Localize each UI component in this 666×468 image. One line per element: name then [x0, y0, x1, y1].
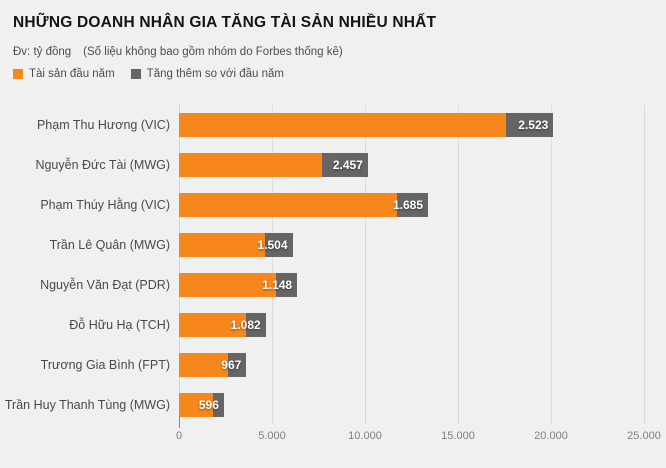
bar-segment-increase	[275, 273, 298, 297]
category-label: Nguyễn Văn Đạt (PDR)	[40, 278, 170, 292]
bar-row: Trương Gia Bình (FPT) 967	[0, 345, 666, 385]
legend-label: Tài sản đầu năm	[29, 68, 115, 80]
bar-segment-increase	[212, 393, 224, 417]
bar-segment-start-assets	[179, 313, 246, 337]
bar-segment-increase	[228, 353, 247, 377]
chart-title: NHỮNG DOANH NHÂN GIA TĂNG TÀI SẢN NHIỀU …	[13, 14, 437, 31]
gridline	[458, 105, 459, 424]
stacked-bar	[179, 233, 293, 257]
category-label: Phạm Thu Hương (VIC)	[36, 118, 170, 132]
gridline	[272, 105, 273, 424]
bar-segment-start-assets	[179, 233, 265, 257]
bar-segment-start-assets	[179, 353, 229, 377]
axis-zero-line	[179, 105, 180, 424]
data-note: (Số liệu không bao gồm nhóm do Forbes th…	[83, 46, 343, 58]
x-tick-label: 15.000	[441, 430, 475, 442]
bar-value-label: 967	[221, 358, 242, 372]
chart-subtitle: Đv: tỷ đồng (Số liệu không bao gồm nhóm d…	[13, 46, 343, 58]
gridline	[551, 105, 552, 424]
bar-value-label: 1.082	[230, 318, 261, 332]
bar-value-label: 1.504	[257, 238, 288, 252]
bar-segment-increase	[264, 233, 293, 257]
category-label: Nguyễn Đức Tài (MWG)	[35, 158, 170, 172]
stacked-bar	[179, 393, 224, 417]
stacked-bar	[179, 153, 368, 177]
gridline	[365, 105, 366, 424]
x-tick-label: 20.000	[534, 430, 568, 442]
x-tick-label: 0	[175, 430, 183, 442]
bar-segment-increase	[506, 113, 554, 137]
bar-value-label: 2.523	[518, 118, 549, 132]
stacked-bar	[179, 193, 428, 217]
stacked-bar	[179, 273, 298, 297]
bar-segment-start-assets	[179, 113, 507, 137]
category-label: Phạm Thúy Hằng (VIC)	[40, 198, 170, 212]
legend-label: Tăng thêm so với đầu năm	[146, 68, 284, 80]
x-axis: 0 5.000 10.000 15.000 20.000 25.000	[175, 430, 661, 446]
legend-item-start-assets: Tài sản đầu năm	[13, 68, 115, 80]
stacked-bar	[179, 113, 554, 137]
bar-segment-start-assets	[179, 193, 397, 217]
bar-segment-start-assets	[179, 153, 323, 177]
bar-row: Phạm Thu Hương (VIC) 2.523	[0, 105, 666, 145]
category-label: Trương Gia Bình (FPT)	[40, 358, 170, 372]
legend: Tài sản đầu năm Tăng thêm so với đầu năm	[13, 68, 284, 80]
legend-item-increase: Tăng thêm so với đầu năm	[130, 68, 284, 80]
gray-swatch-icon	[130, 69, 141, 79]
x-tick-label: 25.000	[627, 430, 661, 442]
gridlines	[179, 105, 645, 424]
category-label: Trần Huy Thanh Tùng (MWG)	[4, 398, 170, 412]
x-tick-label: 5.000	[258, 430, 286, 442]
zero-axis-tick	[179, 414, 180, 428]
unit-label: Đv: tỷ đồng	[13, 46, 72, 58]
bar-value-label: 1.148	[262, 278, 293, 292]
category-label: Đỗ Hữu Hạ (TCH)	[69, 318, 170, 332]
bar-value-label: 2.457	[332, 158, 363, 172]
bar-segment-start-assets	[179, 273, 276, 297]
bar-segment-increase	[245, 313, 266, 337]
stacked-bar	[179, 313, 266, 337]
bar-segment-increase	[396, 193, 428, 217]
bar-row: Phạm Thúy Hằng (VIC) 1.685	[0, 185, 666, 225]
plot-area: Phạm Thu Hương (VIC) 2.523 Nguyễn Đức Tài …	[0, 105, 666, 442]
bar-row: Trần Huy Thanh Tùng (MWG) 596	[0, 385, 666, 425]
bar-row: Nguyễn Đức Tài (MWG) 2.457	[0, 145, 666, 185]
bar-row: Nguyễn Văn Đạt (PDR) 1.148	[0, 265, 666, 305]
bar-value-label: 596	[198, 398, 219, 412]
bar-row: Đỗ Hữu Hạ (TCH) 1.082	[0, 305, 666, 345]
bar-value-label: 1.685	[392, 198, 423, 212]
x-tick-label: 10.000	[348, 430, 382, 442]
bar-row: Trần Lê Quân (MWG) 1.504	[0, 225, 666, 265]
bar-segment-start-assets	[179, 393, 213, 417]
stacked-bar	[179, 353, 247, 377]
gridline	[644, 105, 645, 424]
orange-swatch-icon	[13, 69, 23, 79]
category-label: Trần Lê Quân (MWG)	[49, 238, 170, 252]
bar-segment-increase	[322, 153, 368, 177]
